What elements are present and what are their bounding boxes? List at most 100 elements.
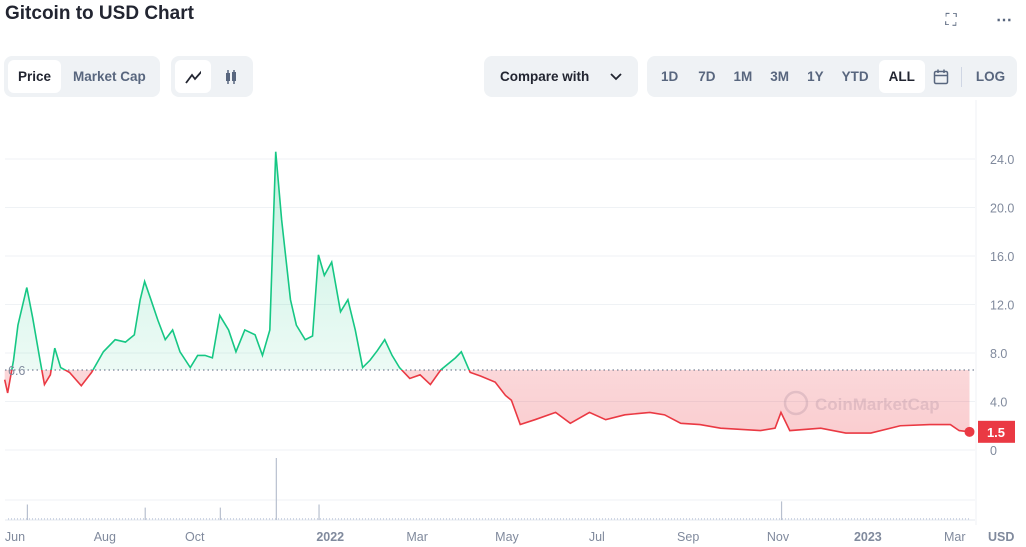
volume-bar (743, 518, 744, 520)
volume-bar (650, 518, 651, 520)
volume-bar (365, 518, 366, 520)
volume-bar (734, 518, 735, 520)
volume-bar (560, 518, 561, 520)
volume-bar (626, 518, 627, 520)
volume-bar (848, 518, 849, 520)
volume-bar (401, 518, 402, 520)
volume-bar (485, 518, 486, 520)
volume-bar (146, 518, 147, 520)
current-price-badge (978, 420, 1015, 443)
volume-bar (941, 518, 942, 520)
volume-bar (290, 518, 291, 520)
volume-bar (686, 518, 687, 520)
volume-bar (965, 518, 966, 520)
x-tick-label: 2023 (854, 530, 882, 544)
volume-bar (428, 518, 429, 520)
volume-bar (320, 518, 321, 520)
volume-bar (200, 518, 201, 520)
current-price-dot (964, 426, 975, 437)
volume-bar (968, 518, 969, 520)
volume-bar (914, 518, 915, 520)
volume-bar (767, 518, 768, 520)
volume-bar (425, 518, 426, 520)
x-tick-label: Mar (406, 530, 428, 544)
volume-bar (23, 518, 24, 520)
volume-bar (647, 518, 648, 520)
y-tick-label: 12.0 (990, 299, 1014, 313)
volume-bar (533, 518, 534, 520)
y-tick-label: 20.0 (990, 202, 1014, 216)
volume-bar (509, 518, 510, 520)
candlestick-button[interactable] (213, 60, 249, 93)
volume-bar (275, 458, 277, 520)
volume-bar (506, 518, 507, 520)
line-chart-icon (185, 70, 201, 84)
volume-bar (875, 518, 876, 520)
volume-bar (632, 518, 633, 520)
volume-bar (332, 518, 333, 520)
volume-bar (755, 518, 756, 520)
volume-bar (716, 518, 717, 520)
volume-bar (302, 518, 303, 520)
more-icon[interactable]: ⋯ (996, 12, 1012, 29)
volume-bar (530, 518, 531, 520)
volume-bar (575, 518, 576, 520)
volume-bar (902, 518, 903, 520)
volume-bar (197, 518, 198, 520)
volume-bar (368, 518, 369, 520)
candlestick-icon (226, 69, 236, 84)
range-1y[interactable]: 1Y (807, 69, 824, 84)
volume-bar (374, 518, 375, 520)
volume-bar (797, 518, 798, 520)
volume-bar (899, 518, 900, 520)
volume-bar (776, 518, 777, 520)
volume-bar (62, 518, 63, 520)
volume-bar (572, 518, 573, 520)
volume-bar (824, 518, 825, 520)
volume-bar (569, 518, 570, 520)
volume-bar (359, 518, 360, 520)
volume-bar (344, 518, 345, 520)
volume-bar (638, 518, 639, 520)
volume-bar (281, 518, 282, 520)
range-3m[interactable]: 3M (770, 69, 790, 84)
volume-bar (950, 518, 951, 520)
volume-bar (464, 518, 465, 520)
price-line-down (3, 369, 970, 434)
volume-bar (821, 518, 822, 520)
volume-bar (923, 518, 924, 520)
compare-with-dropdown[interactable]: Compare with (484, 56, 638, 97)
volume-bar (668, 518, 669, 520)
volume-bar (593, 518, 594, 520)
volume-bar (176, 518, 177, 520)
volume-bar (935, 518, 936, 520)
tab-market-cap[interactable]: Market Cap (73, 69, 146, 84)
volume-bar (809, 518, 810, 520)
volume-bar (230, 518, 231, 520)
range-all[interactable]: ALL (878, 60, 925, 93)
range-1d[interactable]: 1D (661, 69, 679, 84)
volume-bar (209, 518, 210, 520)
tab-price[interactable]: Price (8, 60, 62, 93)
calendar-button[interactable] (927, 60, 955, 93)
volume-bar (233, 518, 234, 520)
volume-bar (14, 518, 15, 520)
volume-bar (245, 518, 246, 520)
volume-bar (227, 518, 228, 520)
log-toggle[interactable]: LOG (975, 69, 1006, 84)
volume-bar (80, 518, 81, 520)
price-chart[interactable]: 0 4.0 8.0 12.0 16.0 20.0 24.0 Jun Aug Oct 2022 Mar M… (0, 100, 1026, 547)
volume-bar (773, 518, 774, 520)
range-7d[interactable]: 7D (698, 69, 716, 84)
volume-bar (356, 518, 357, 520)
volume-bar (326, 518, 327, 520)
range-ytd[interactable]: YTD (841, 69, 869, 84)
volume-bar (893, 518, 894, 520)
volume-bar (383, 518, 384, 520)
line-chart-button[interactable] (175, 60, 211, 93)
fullscreen-icon[interactable]: ⛶ (945, 12, 957, 29)
volume-bar (440, 518, 441, 520)
range-1m[interactable]: 1M (733, 69, 753, 84)
volume-bar (599, 518, 600, 520)
volume-bar (149, 518, 150, 520)
